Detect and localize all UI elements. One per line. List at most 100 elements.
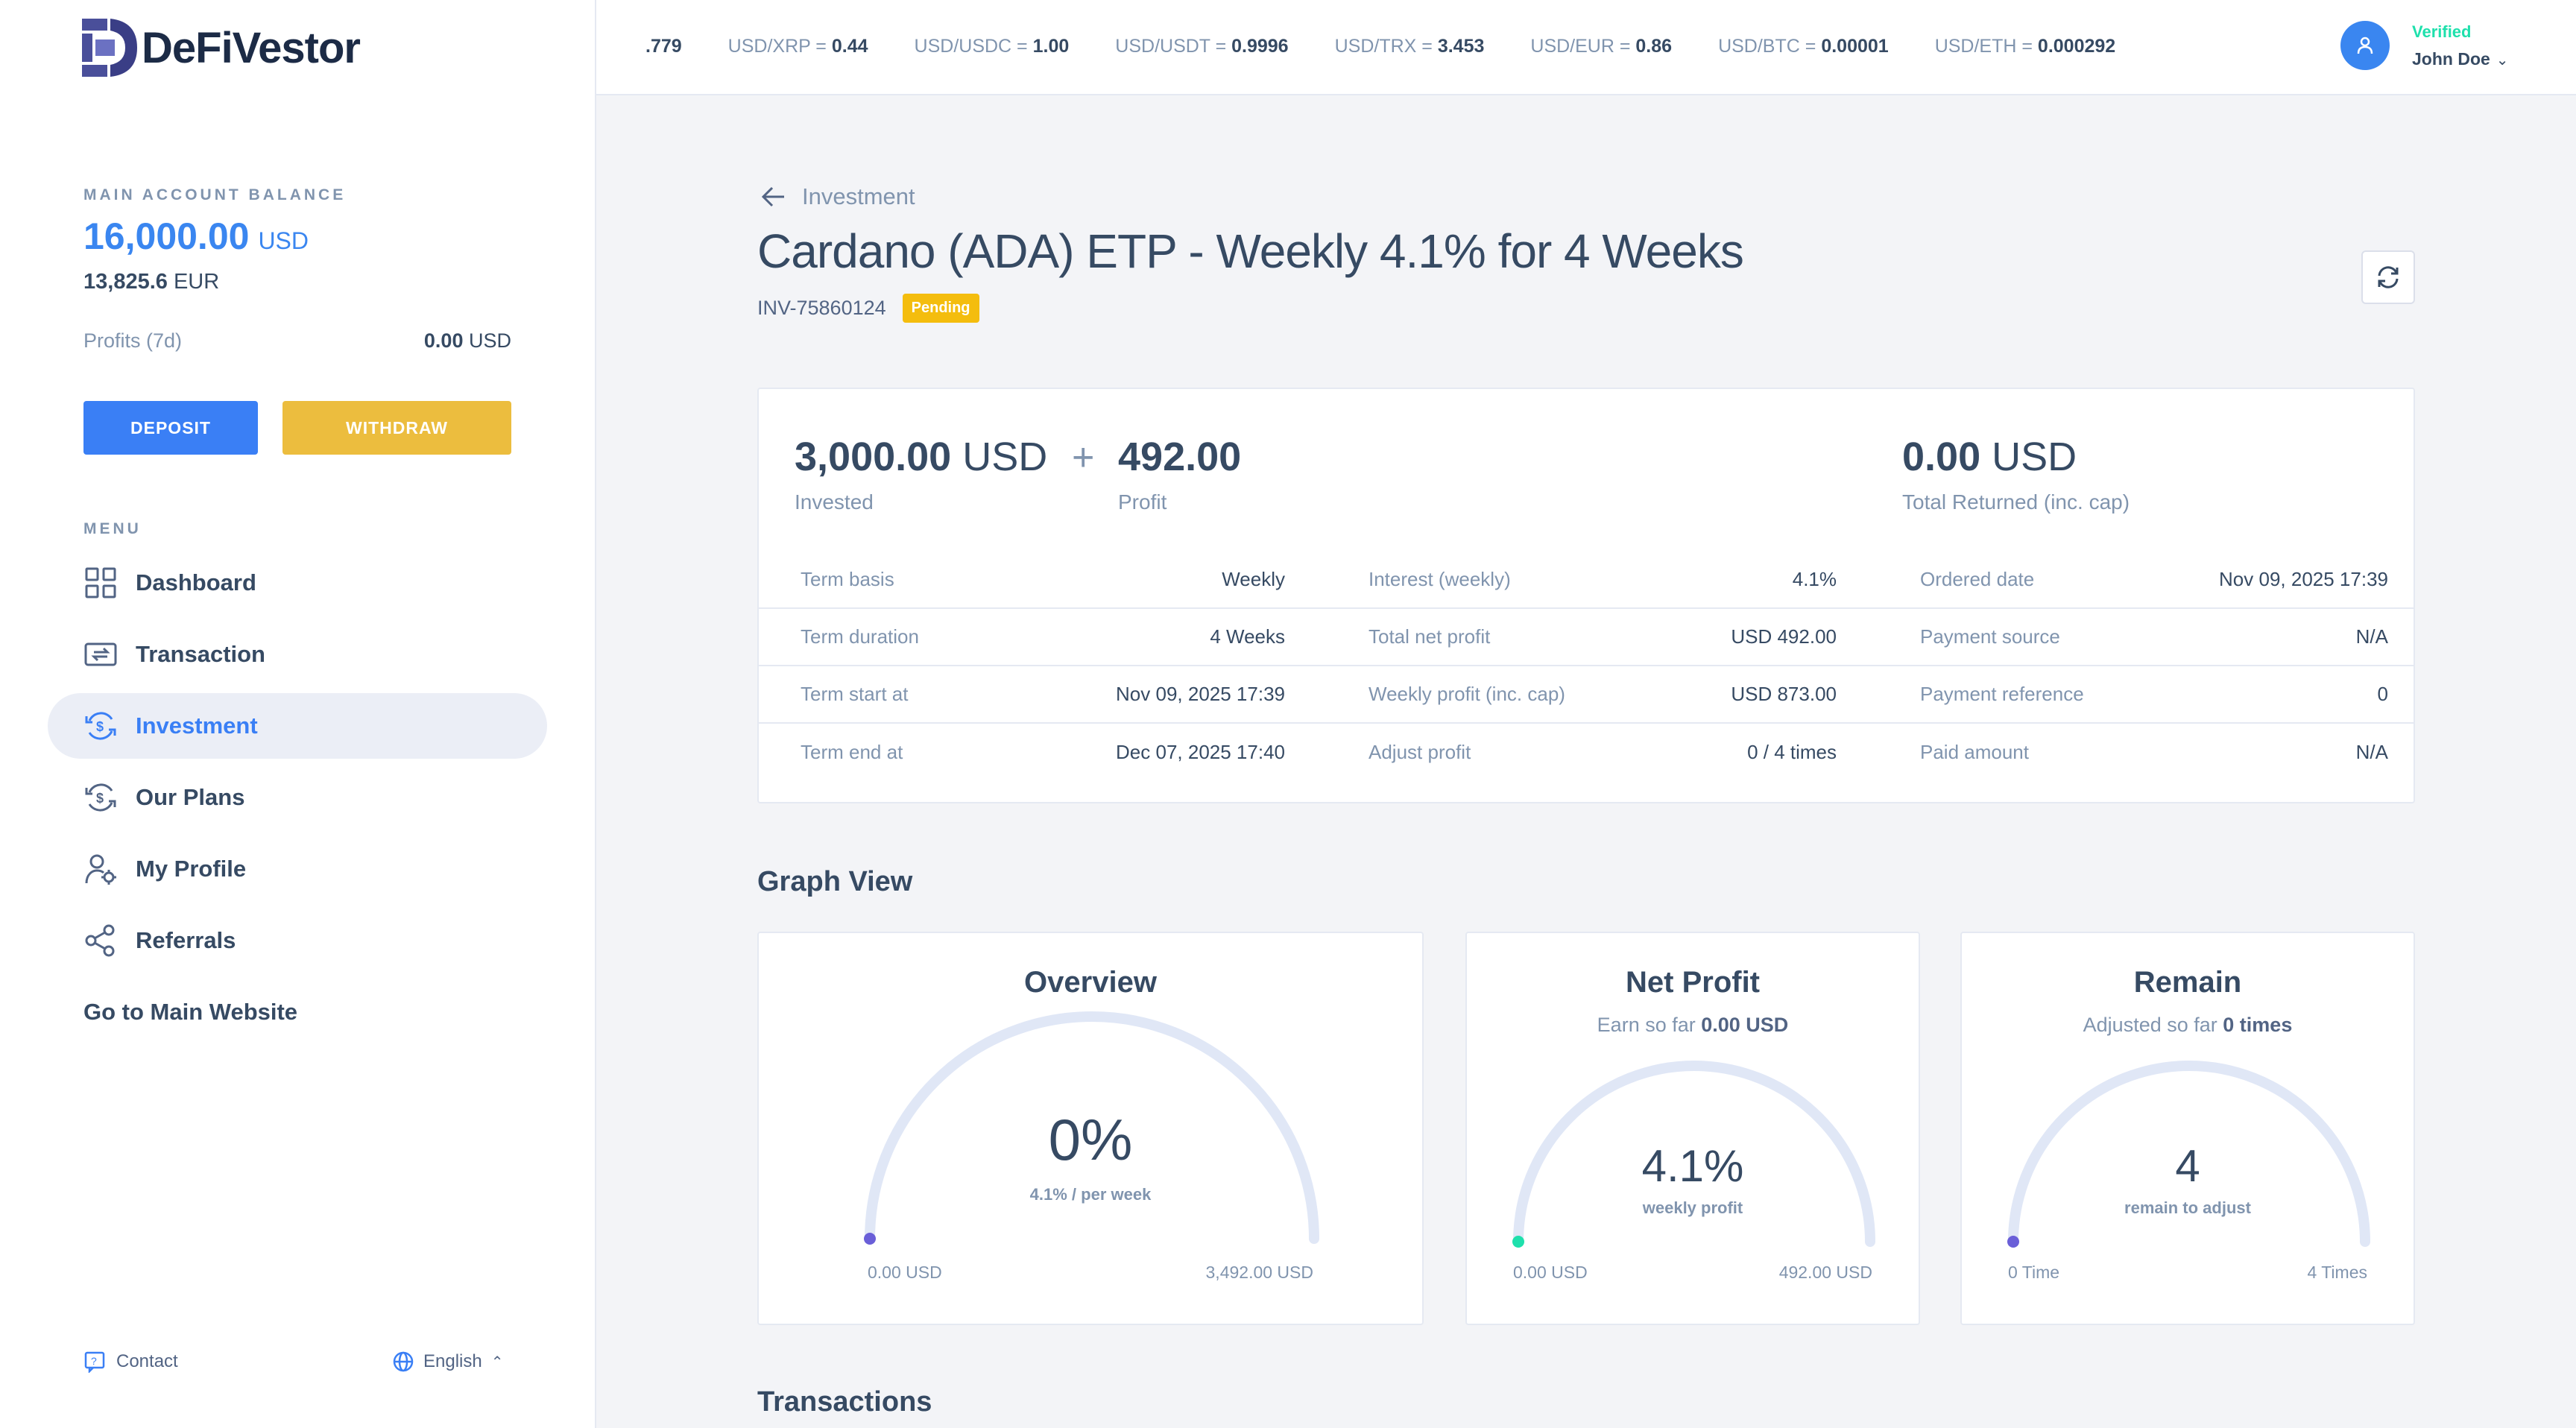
refresh-button[interactable] <box>2361 250 2415 304</box>
balance-eur-amount: 13,825.6 <box>83 270 168 294</box>
language-selector[interactable]: English ⌃ <box>392 1350 503 1373</box>
details-row: Term end at Dec 07, 2025 17:40 Adjust pro… <box>759 724 2414 781</box>
detail-key: Term basis <box>801 568 894 590</box>
brand-logo[interactable]: DeFiVestor <box>82 18 361 78</box>
withdraw-button[interactable]: WITHDRAW <box>282 401 511 455</box>
detail-value: USD 873.00 <box>1731 683 1837 705</box>
user-name-row: John Doe ⌄ <box>2412 49 2509 69</box>
ticker-value: 0.86 <box>1635 36 1673 57</box>
profits-row: Profits (7d) 0.00 USD <box>83 329 511 353</box>
invested-currency: USD <box>962 435 1048 479</box>
ticker-pair: USD/USDC <box>914 36 1012 57</box>
ticker-item: USD/USDT = 0.9996 <box>1115 36 1289 57</box>
main-website-link[interactable]: Go to Main Website <box>83 999 298 1025</box>
gauge-title: Overview <box>1024 966 1157 999</box>
top-header: .779 USD/XRP = 0.44 USD/USDC = 1.00 USD/… <box>596 0 2576 95</box>
graph-view-title: Graph View <box>757 866 913 897</box>
user-status: Verified <box>2412 22 2472 41</box>
detail-key: Adjust profit <box>1368 741 1471 763</box>
sidebar-item-referrals[interactable]: Referrals <box>48 908 547 973</box>
sidebar-item-transaction[interactable]: Transaction <box>48 622 547 687</box>
deposit-button[interactable]: DEPOSIT <box>83 401 258 455</box>
user-meta: Verified John Doe ⌄ <box>2412 22 2509 69</box>
sidebar: DeFiVestor MAIN ACCOUNT BALANCE 16,000.0… <box>0 0 596 1428</box>
investment-icon: $ <box>83 709 118 743</box>
sidebar-item-label: Transaction <box>136 641 265 667</box>
detail-value: 0 <box>2377 683 2388 705</box>
balance-eur: 13,825.6 EUR <box>83 270 219 294</box>
detail-key: Paid amount <box>1920 741 2029 763</box>
menu-label: MENU <box>83 520 142 537</box>
ticker-item: USD/XRP = 0.44 <box>727 36 868 57</box>
gauge-max-label: 4 Times <box>2307 1263 2367 1282</box>
investment-summary-card: 3,000.00 USD Invested + 492.00 Profit 0.… <box>757 388 2415 803</box>
profits-value: 0.00 <box>423 329 464 352</box>
invoice-row: INV-75860124 Pending <box>757 294 979 323</box>
balance-label: MAIN ACCOUNT BALANCE <box>83 186 347 203</box>
detail-item: Interest (weekly) 4.1% <box>1368 568 1837 591</box>
plans-icon: $ <box>83 780 118 815</box>
ticker-item: USD/TRX = 3.453 <box>1334 36 1485 57</box>
gauge-indicator-dot <box>2007 1236 2019 1248</box>
returned-block: 0.00 USD Total Returned (inc. cap) <box>1902 434 2130 514</box>
balance-usd-amount: 16,000.00 <box>83 215 250 257</box>
contact-link[interactable]: ? Contact <box>83 1350 178 1373</box>
profits-currency: USD <box>468 329 511 352</box>
detail-key: Payment reference <box>1920 683 2084 705</box>
sidebar-item-investment[interactable]: $ Investment <box>48 693 547 759</box>
sidebar-item-dashboard[interactable]: Dashboard <box>48 550 547 616</box>
detail-key: Weekly profit (inc. cap) <box>1368 683 1565 705</box>
invested-label: Invested <box>795 490 874 514</box>
gauge-value: 4.1% <box>1641 1141 1744 1191</box>
svg-text:?: ? <box>91 1355 97 1367</box>
detail-item: Total net profit USD 492.00 <box>1368 625 1837 648</box>
ticker-pair: USD/USDT <box>1115 36 1210 57</box>
plus-sign: + <box>1072 436 1095 479</box>
contact-label: Contact <box>116 1351 178 1371</box>
profile-icon <box>83 852 118 886</box>
dashboard-icon <box>83 566 118 600</box>
details-row: Term duration 4 Weeks Total net profit USD… <box>759 609 2414 666</box>
ticker-pair: USD/ETH <box>1934 36 2017 57</box>
detail-key: Total net profit <box>1368 625 1491 648</box>
avatar[interactable] <box>2340 21 2390 70</box>
sidebar-item-our-plans[interactable]: $ Our Plans <box>48 765 547 830</box>
sidebar-item-label: My Profile <box>136 856 247 882</box>
ticker-item: .779 <box>645 36 682 57</box>
detail-key: Payment source <box>1920 625 2060 648</box>
status-badge: Pending <box>902 294 979 323</box>
ticker-value: 0.000292 <box>2037 36 2116 57</box>
gauge-sub: weekly profit <box>1642 1198 1743 1217</box>
gauge-track <box>1513 1061 1875 1247</box>
profit-label: Profit <box>1118 490 1167 514</box>
returned-label: Total Returned (inc. cap) <box>1902 490 2130 514</box>
detail-item: Term duration 4 Weeks <box>801 625 1285 648</box>
user-icon <box>2357 37 2373 54</box>
gauge-sub: remain to adjust <box>2124 1198 2251 1217</box>
user-dropdown[interactable]: Verified John Doe ⌄ <box>2340 21 2509 70</box>
detail-value: 0 / 4 times <box>1747 741 1837 763</box>
ticker-value: 0.44 <box>831 36 868 57</box>
ticker-item: USD/BTC = 0.00001 <box>1718 36 1889 57</box>
overview-gauge <box>864 1011 1319 1245</box>
ticker-value: 0.00001 <box>1821 36 1889 57</box>
user-name: John Doe <box>2412 48 2490 69</box>
gauge-max-label: 492.00 USD <box>1778 1263 1872 1282</box>
gauge-subtitle: Adjusted so far 0 times <box>1962 1014 2414 1037</box>
ticker-pair: USD/EUR <box>1530 36 1614 57</box>
detail-item: Payment reference 0 <box>1920 683 2388 706</box>
page-title: Cardano (ADA) ETP - Weekly 4.1% for 4 We… <box>757 224 1744 278</box>
detail-value: Weekly <box>1222 568 1285 590</box>
net-profit-gauge <box>1512 1061 1875 1248</box>
detail-item: Adjust profit 0 / 4 times <box>1368 741 1837 764</box>
detail-key: Ordered date <box>1920 568 2035 590</box>
detail-key: Term end at <box>801 741 903 763</box>
ticker-pair: USD/BTC <box>1718 36 1800 57</box>
detail-value: 4.1% <box>1792 568 1837 590</box>
sidebar-item-my-profile[interactable]: My Profile <box>48 836 547 902</box>
back-link[interactable]: Investment <box>759 182 915 212</box>
profits-value-wrap: 0.00 USD <box>424 329 511 353</box>
gauge-min-label: 0 Time <box>2008 1263 2060 1282</box>
details-row: Term basis Weekly Interest (weekly) 4.1% O… <box>759 552 2414 609</box>
details-table: Term basis Weekly Interest (weekly) 4.1% O… <box>759 552 2414 781</box>
